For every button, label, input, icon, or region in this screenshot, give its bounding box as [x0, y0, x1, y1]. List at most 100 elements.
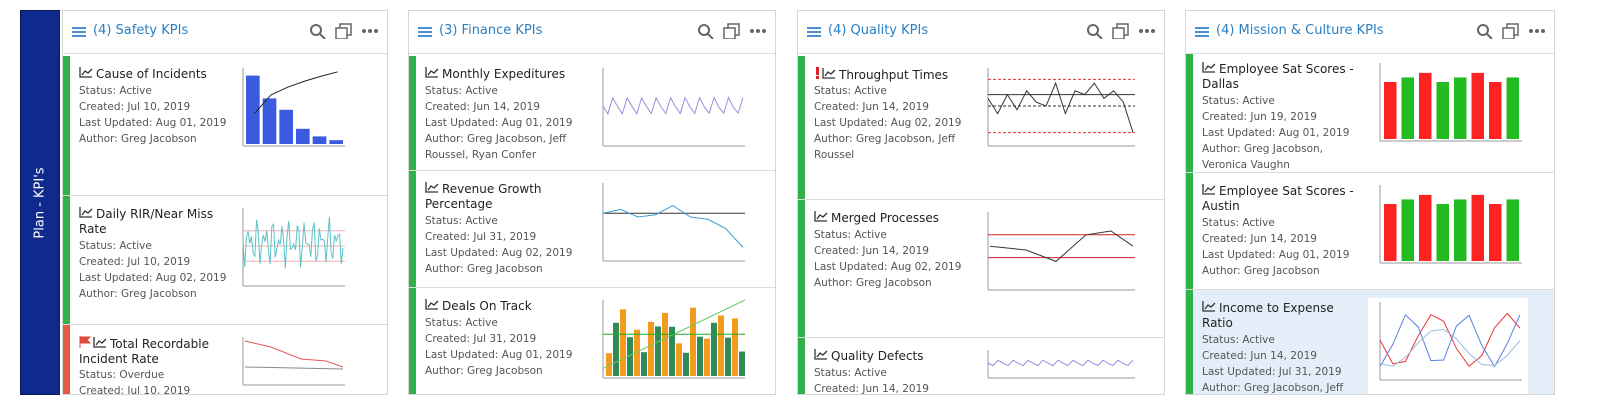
meta-line: Created: Jun 19, 2019 [1202, 111, 1317, 123]
card-title: Daily RIR/Near Miss Rate [79, 207, 225, 237]
thumb-bar [718, 315, 724, 376]
kpi-card[interactable]: Employee Sat Scores - Austin Status: Acti… [1186, 173, 1554, 290]
thumb-line [244, 366, 344, 370]
front [1502, 27, 1515, 40]
thumb-bar [1471, 72, 1484, 139]
card-meta: Status: Active Created: Jun 14, 2019 Last … [1202, 215, 1368, 279]
search-icon[interactable] [1476, 23, 1494, 40]
icon-line [427, 300, 439, 308]
meta-line: Last Updated: Jul 31, 2019 [1202, 366, 1342, 378]
meta-line: Author: Greg Jacobson [425, 365, 543, 377]
search-icon[interactable] [309, 23, 327, 40]
meta-line: Status: Active [79, 240, 152, 252]
search-icon[interactable] [1086, 23, 1104, 40]
thumb-bar [329, 140, 343, 144]
kpi-card[interactable]: Revenue Growth Percentage Status: Active C… [409, 171, 775, 288]
meta-line: Created: Jun 14, 2019 [425, 101, 540, 113]
status-stripe [63, 56, 70, 195]
kpi-card[interactable]: Throughput Times Status: Active Created: J… [798, 56, 1164, 200]
chart-thumbnail [976, 64, 1141, 164]
menu-icon [418, 27, 432, 37]
thumb-bar [662, 312, 668, 376]
card-meta: Status: Overdue Created: Jul 10, 2019 [79, 367, 231, 394]
chart-thumbnail [1368, 298, 1528, 394]
menu-bar [807, 31, 821, 33]
chart-icon [79, 67, 93, 78]
dot [362, 29, 366, 33]
panel-header: (4) Safety KPIs [63, 11, 387, 54]
card-title-text: Cause of Incidents [96, 67, 207, 81]
meta-line: Author: Greg Jacobson [79, 288, 197, 300]
panel-tools [1468, 23, 1546, 43]
panel-tools [689, 23, 767, 43]
search-icon[interactable] [697, 23, 715, 40]
menu-bar [1195, 31, 1209, 33]
lens [310, 24, 322, 36]
icon-line [824, 69, 836, 77]
meta-line: Status: Active [425, 215, 498, 227]
flag-icon [79, 336, 92, 348]
more-icon[interactable] [749, 23, 767, 39]
chart-icon [822, 68, 836, 79]
thumb-bar [1401, 199, 1414, 261]
menu-bar [418, 35, 432, 37]
icon-line [81, 68, 93, 76]
flag [79, 336, 92, 348]
kpi-card[interactable]: Quality Defects Status: Active Created: Ju… [798, 338, 1164, 394]
meta-line: Created: Jun 14, 2019 [814, 101, 929, 113]
meta-line: Created: Jul 10, 2019 [79, 101, 191, 113]
kpi-card[interactable]: Income to Expense Ratio Status: Active Cre… [1186, 290, 1554, 394]
kpi-card[interactable]: Deals On Track Status: Active Created: Jul… [409, 288, 775, 394]
thumb-bar [641, 352, 647, 376]
thumb-bar [1419, 194, 1432, 261]
chart-thumbnail [976, 346, 1141, 394]
menu-icon [1195, 27, 1209, 37]
icon-line [1204, 185, 1216, 193]
meta-line: Status: Active [425, 85, 498, 97]
kpi-card[interactable]: Merged Processes Status: Active Created: J… [798, 200, 1164, 338]
chart-thumbnail [976, 208, 1141, 308]
thumb-bar [704, 338, 710, 376]
card-title-text: Income to Expense Ratio [1202, 301, 1334, 330]
copy-icon[interactable] [1112, 23, 1130, 40]
card-meta: Status: Active Created: Jun 14, 2019 Last … [425, 83, 591, 163]
sidebar: Plan - KPI's [20, 10, 60, 395]
menu-bar [1195, 35, 1209, 37]
thumb-bar [1454, 77, 1467, 139]
thumb-bar [613, 322, 619, 376]
panel-title: (4) Mission & Culture KPIs [1216, 23, 1384, 38]
status-stripe [1186, 51, 1193, 172]
chart-thumbnail [231, 64, 351, 164]
copy-icon[interactable] [335, 23, 353, 40]
copy-icon[interactable] [1502, 23, 1520, 40]
panel-tools [1078, 23, 1156, 43]
thumb-line [1379, 314, 1521, 368]
copy-icon[interactable] [723, 23, 741, 40]
kpi-card[interactable]: Employee Sat Scores - Dallas Status: Acti… [1186, 51, 1554, 173]
icon-line [1202, 301, 1215, 312]
alert-icon [816, 67, 819, 79]
icon-line [1202, 184, 1215, 195]
more-icon[interactable] [1138, 23, 1156, 39]
dot [374, 29, 378, 33]
meta-line: Status: Active [425, 317, 498, 329]
kpi-card[interactable]: Total Recordable Incident Rate Status: Ov… [63, 325, 387, 394]
dot [1151, 29, 1155, 33]
kpi-panel: Cause of Incidents Status: Active Created:… [62, 10, 388, 395]
card-title-text: Deals On Track [442, 299, 532, 313]
card-meta: Status: Active Created: Jul 10, 2019 Last … [79, 83, 231, 147]
icon-line [95, 338, 107, 346]
thumb-bar [690, 307, 696, 376]
chart-thumbnail [591, 179, 751, 279]
front [723, 27, 736, 40]
meta-line: Created: Jun 14, 2019 [814, 245, 929, 257]
kpi-card[interactable]: Monthly Expeditures Status: Active Created… [409, 56, 775, 171]
more-icon[interactable] [1528, 23, 1546, 39]
kpi-card[interactable]: Cause of Incidents Status: Active Created:… [63, 56, 387, 196]
thumb-bar [1401, 77, 1414, 139]
more-icon[interactable] [361, 23, 379, 39]
icon-line [425, 299, 438, 310]
thumb-bar [1471, 194, 1484, 261]
card-meta: Status: Active Created: Jul 10, 2019 Last … [79, 238, 231, 302]
kpi-card[interactable]: Daily RIR/Near Miss Rate Status: Active Cr… [63, 196, 387, 325]
